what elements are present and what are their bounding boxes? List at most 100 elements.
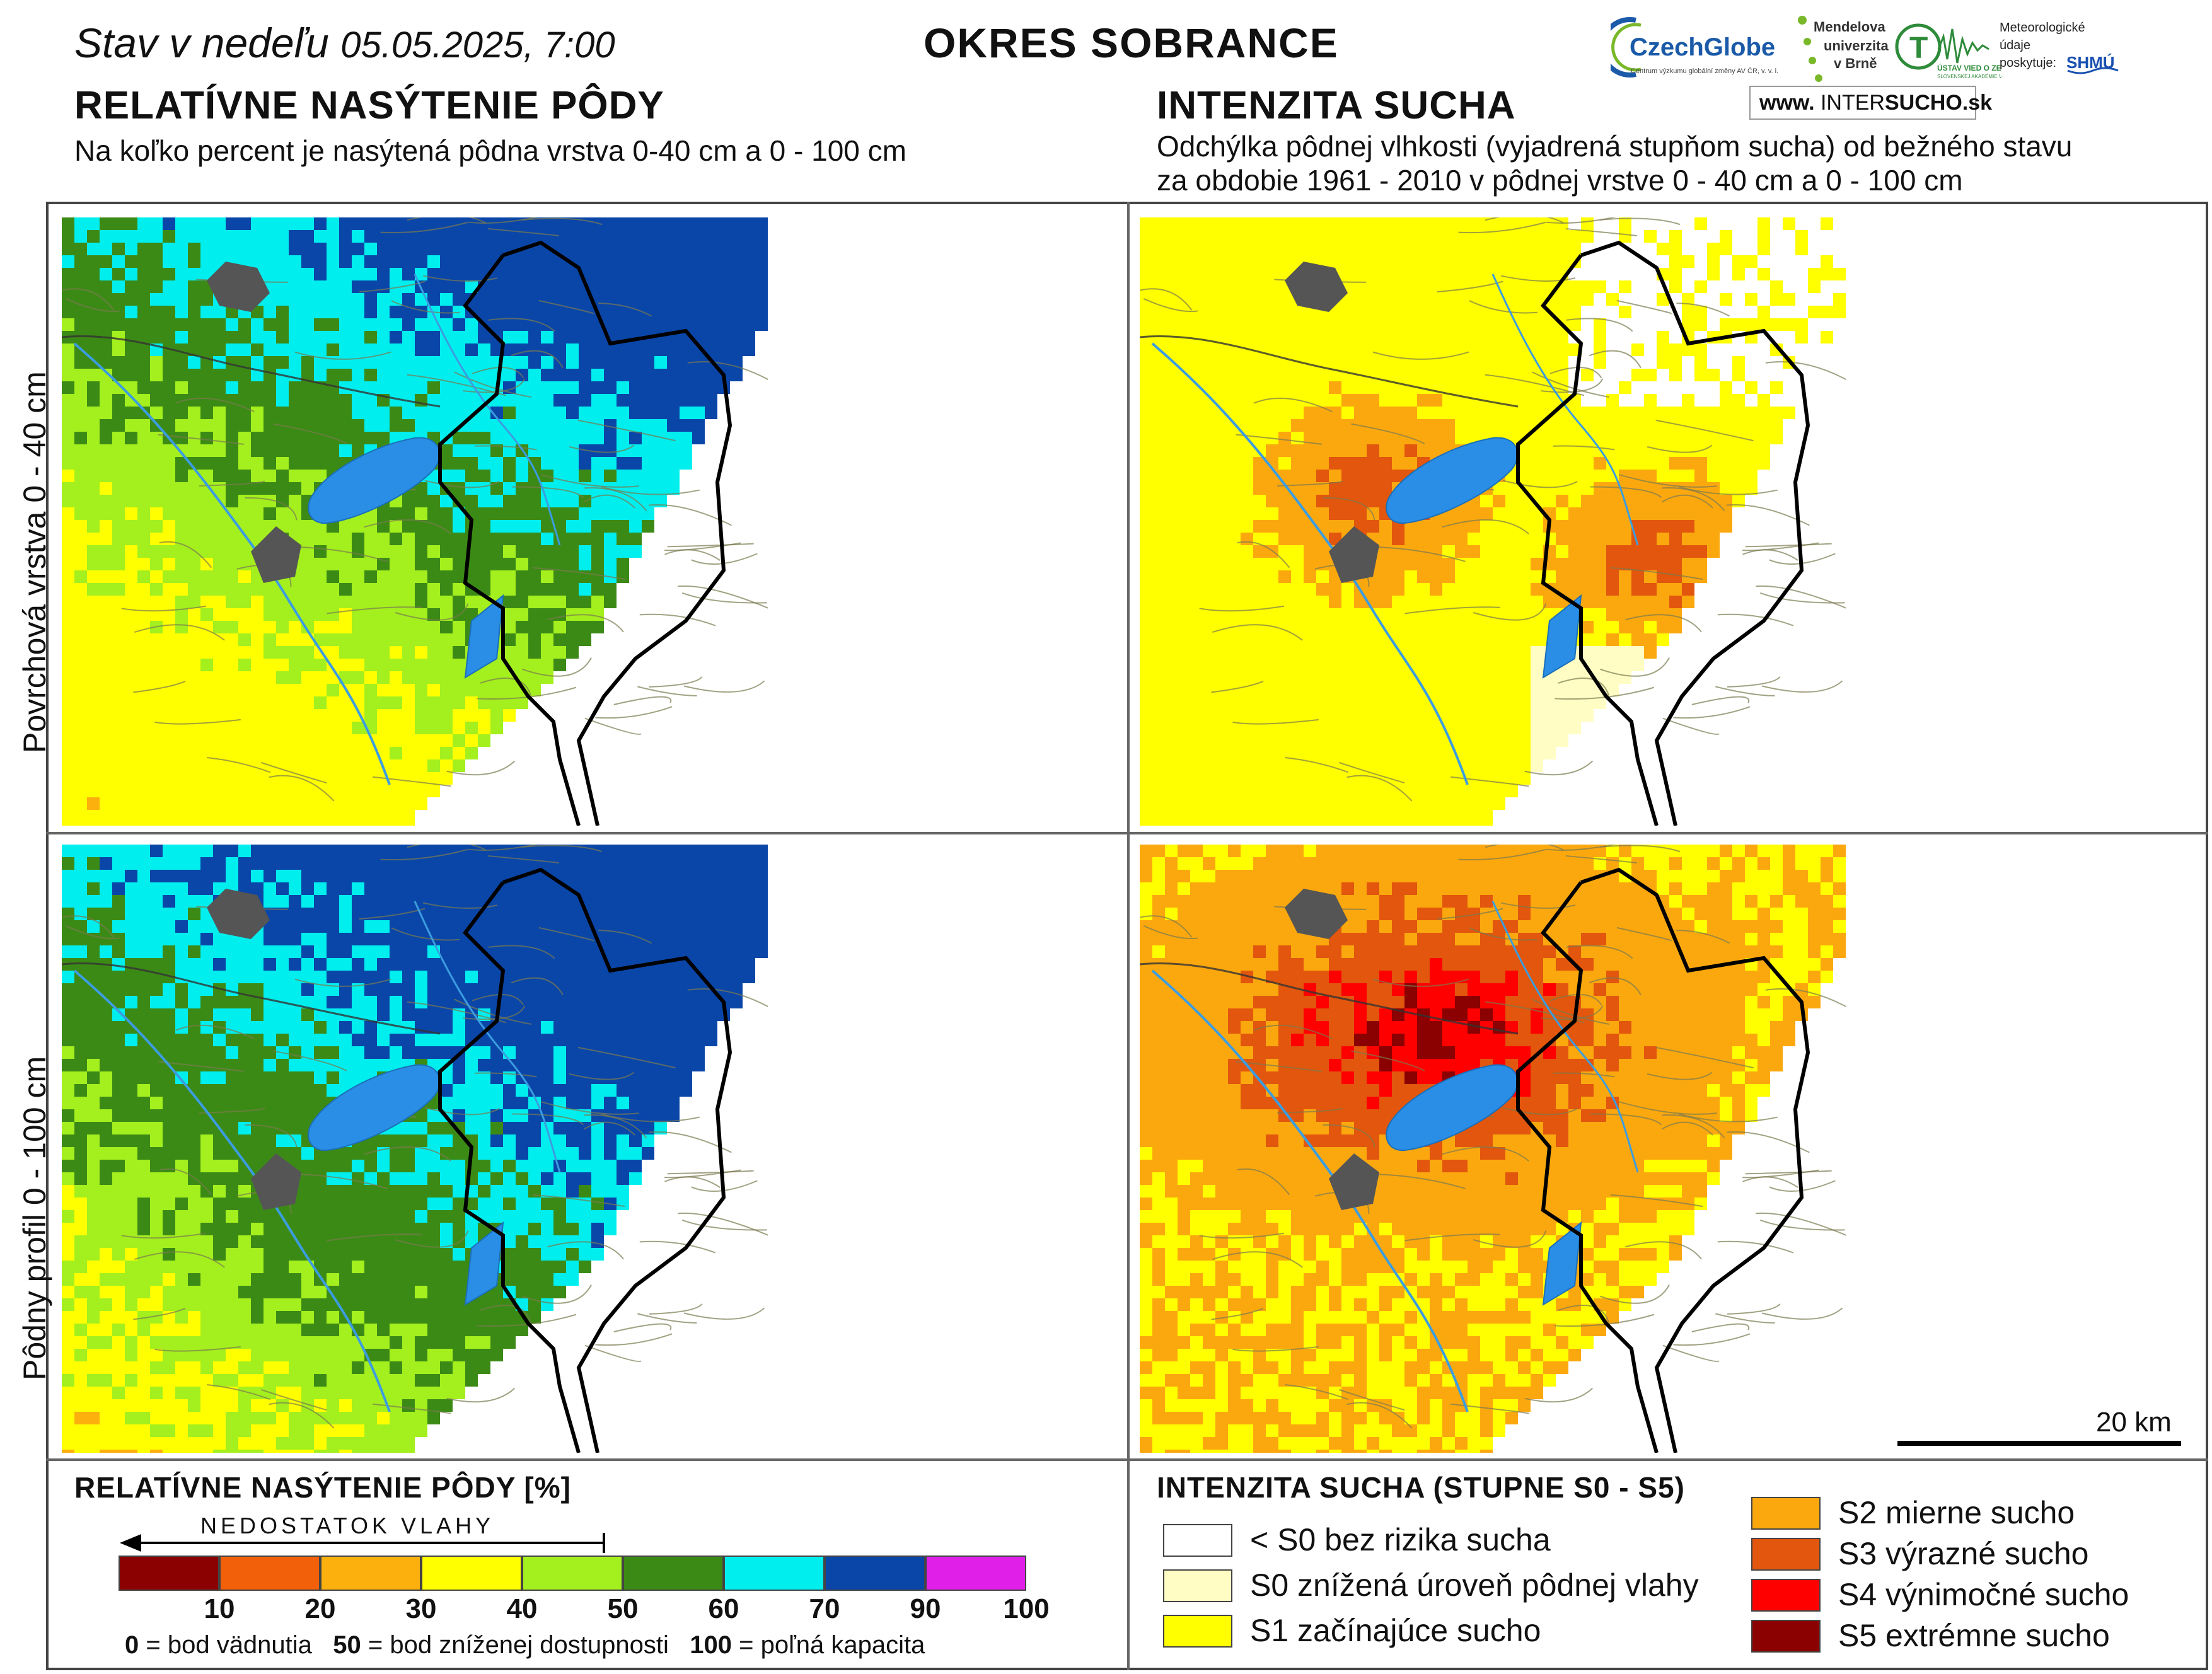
map-cell — [1291, 331, 1304, 343]
map-cell — [427, 217, 440, 230]
map-cell — [1657, 243, 1669, 255]
map-cell — [188, 558, 200, 570]
map-cell — [1783, 394, 1795, 407]
map-cell — [226, 823, 238, 826]
map-cell — [1379, 217, 1392, 230]
map-cell — [188, 882, 200, 895]
map-cell — [276, 432, 289, 444]
map-cell — [591, 356, 604, 369]
lake — [1386, 437, 1519, 524]
map-cell — [1203, 255, 1215, 268]
map-cell — [1165, 482, 1178, 495]
map-cell — [1682, 520, 1694, 533]
map-cell — [1253, 343, 1266, 356]
map-cell — [1253, 520, 1266, 533]
map-cell — [1367, 747, 1379, 759]
map-cell — [251, 419, 263, 432]
map-cell — [150, 318, 163, 331]
map-cell — [1606, 495, 1619, 507]
map-cell — [213, 558, 226, 570]
map-cell — [490, 407, 503, 419]
map-cell — [112, 696, 125, 709]
map-cell — [680, 457, 692, 470]
map-cell — [1442, 797, 1455, 810]
map-cell — [503, 318, 516, 331]
map-cell — [1228, 684, 1241, 696]
map-cell — [516, 356, 528, 369]
map-cell — [314, 722, 327, 734]
map-cell — [1341, 797, 1354, 810]
map-cell — [175, 570, 188, 583]
map-cell — [1518, 759, 1531, 772]
map-cell — [163, 381, 175, 394]
map-cell — [263, 432, 276, 444]
map-cell — [263, 217, 276, 230]
commune-border — [540, 474, 639, 488]
map-cell — [1581, 520, 1594, 533]
commune-border — [1140, 288, 1193, 311]
town — [1329, 526, 1379, 583]
map-cell — [440, 457, 453, 470]
map-cell — [1669, 419, 1682, 432]
map-cell — [1631, 419, 1644, 432]
map-cell — [112, 343, 125, 356]
map-cell — [1228, 318, 1241, 331]
map-cell — [301, 797, 314, 810]
map-cell — [1266, 507, 1278, 520]
map-cell — [226, 870, 238, 882]
map-cell — [339, 857, 352, 870]
map-cell — [1341, 482, 1354, 495]
map-cell — [1745, 318, 1757, 331]
map-cell — [1304, 570, 1316, 583]
map-cell — [1379, 482, 1392, 495]
map-cell — [553, 432, 566, 444]
map-cell — [100, 293, 112, 306]
map-cell — [226, 696, 238, 709]
map-cell — [200, 759, 213, 772]
map-cell — [200, 882, 213, 895]
map-cell — [314, 696, 327, 709]
map-cell — [163, 785, 175, 797]
map-cell — [327, 280, 339, 293]
map-cell — [402, 545, 415, 558]
map-cell — [200, 432, 213, 444]
map-cell — [263, 243, 276, 255]
map-cell — [1531, 583, 1543, 596]
map-cell — [112, 268, 125, 280]
map-cell — [1190, 432, 1203, 444]
map-cell — [1379, 343, 1392, 356]
map-cell — [1657, 545, 1669, 558]
map-cell — [251, 331, 263, 343]
map-cell — [1430, 268, 1442, 280]
map-cell — [314, 709, 327, 722]
map-cell — [1253, 621, 1266, 633]
commune-border — [65, 298, 120, 313]
map-cell — [238, 318, 251, 331]
map-cell — [553, 558, 566, 570]
map-cell — [1442, 545, 1455, 558]
map-cell — [339, 268, 352, 280]
map-cell — [1732, 407, 1745, 419]
map-cell — [1367, 280, 1379, 293]
map-cell — [125, 255, 137, 268]
map-cell — [1178, 823, 1190, 826]
map-cell — [1266, 482, 1278, 495]
map-cell — [276, 608, 289, 621]
map-cell — [1152, 759, 1165, 772]
map-cell — [364, 709, 377, 722]
map-cell — [1594, 696, 1606, 709]
map-cell — [125, 280, 137, 293]
map-cell — [1732, 457, 1745, 470]
map-cell — [188, 583, 200, 596]
map-cell — [352, 217, 364, 230]
commune-border — [577, 419, 676, 442]
map-cell — [1241, 533, 1253, 545]
map-cell — [1316, 810, 1329, 823]
map-cell — [289, 457, 301, 470]
map-cell — [276, 671, 289, 684]
map-cell — [226, 243, 238, 255]
map-cell — [629, 895, 642, 908]
map-cell — [1821, 217, 1833, 230]
map-cell — [1531, 470, 1543, 482]
map-cell — [642, 369, 654, 381]
